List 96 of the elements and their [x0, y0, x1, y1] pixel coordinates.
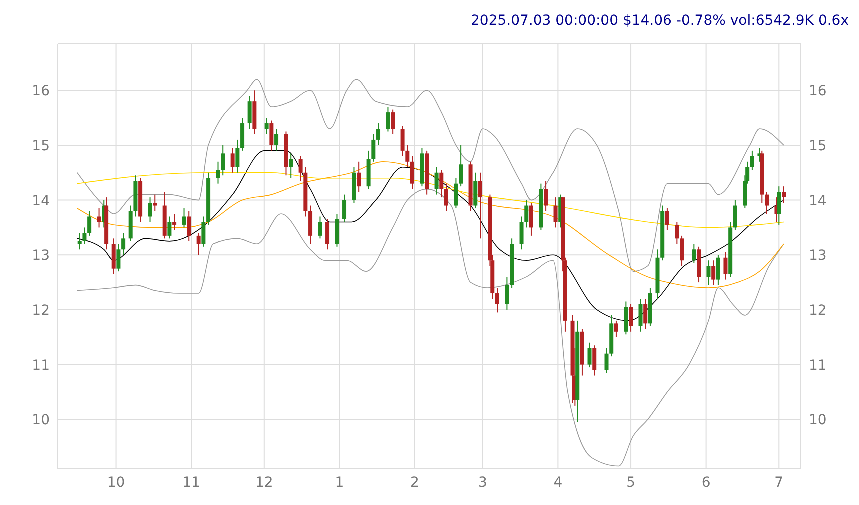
y2-tick-label: 12: [809, 302, 827, 319]
candlestick: [454, 178, 458, 210]
y2-tick-label: 16: [809, 84, 827, 100]
candlestick: [342, 194, 347, 223]
line-series: [77, 162, 784, 288]
candlestick: [78, 232, 82, 250]
candlestick: [444, 183, 448, 212]
candlestick: [196, 232, 201, 256]
candlestick: [168, 216, 172, 240]
candlestick: [765, 192, 770, 214]
candlestick: [264, 118, 269, 135]
candlestick: [148, 197, 152, 223]
candlestick: [733, 200, 738, 231]
candlestick: [706, 260, 711, 286]
candlestick: [782, 186, 786, 204]
line-series: [77, 188, 784, 467]
y2-tick-label: 15: [809, 138, 827, 154]
candlestick: [614, 320, 618, 338]
candlestick: [230, 148, 235, 174]
candlestick: [716, 254, 720, 286]
candlestick: [216, 161, 220, 184]
y-tick-label: 13: [32, 248, 50, 264]
candlestick: [495, 288, 500, 314]
candlestick: [544, 180, 548, 212]
candlestick: [221, 144, 226, 176]
x-tick-label: 11: [182, 474, 200, 491]
candlestick: [434, 166, 439, 196]
candlestick: [376, 123, 381, 146]
candlestick: [478, 172, 482, 240]
candlestick: [712, 260, 716, 286]
candlestick: [459, 144, 464, 188]
candlestick: [400, 126, 405, 157]
candlestick: [88, 210, 92, 236]
candlestick: [236, 139, 240, 174]
y-tick-label: 12: [32, 302, 50, 319]
candlestick: [187, 210, 192, 242]
candlestick: [529, 202, 534, 236]
candlestick: [318, 216, 322, 240]
candlestick: [638, 298, 643, 332]
line-series: [77, 172, 784, 228]
x-tick-label: 3: [478, 474, 488, 491]
candlestick: [692, 244, 696, 264]
y-tick-label: 14: [32, 193, 50, 210]
x-tick-label: 6: [702, 474, 711, 491]
candlestick: [274, 128, 279, 152]
candlestick: [410, 156, 415, 190]
y-tick-label: 16: [32, 84, 50, 100]
x-tick-label: 2: [410, 474, 420, 491]
candlestick: [440, 170, 444, 198]
x-tick-label: 10: [107, 474, 126, 491]
candlestick: [644, 298, 648, 330]
x-tick-label: 5: [626, 474, 636, 491]
candlestick: [629, 304, 634, 332]
candlestick: [386, 106, 390, 132]
y-tick-label: 11: [32, 358, 50, 374]
candlestick: [505, 276, 510, 310]
candlestick: [665, 208, 670, 231]
candlestick: [116, 244, 121, 272]
chart-title: 2025.07.03 00:00:00 $14.06 -0.78% vol:6542.9K 0.6x: [470, 12, 850, 31]
candlestick: [202, 216, 206, 248]
candlestick: [554, 197, 558, 228]
y2-tick-label: 14: [809, 193, 827, 210]
candlestick: [406, 144, 410, 168]
candlestick: [248, 96, 252, 130]
candlestick: [326, 218, 330, 250]
line-series: [77, 79, 784, 272]
candlestick: [680, 235, 684, 267]
candlestick: [289, 153, 294, 179]
candlestick: [675, 222, 680, 245]
candlestick: [750, 150, 754, 171]
candlestick: [122, 232, 126, 256]
y-tick-label: 15: [32, 138, 50, 154]
candlestick: [588, 342, 592, 368]
candlestick: [182, 208, 186, 228]
candlestick: [153, 194, 158, 212]
y2-tick-label: 10: [809, 412, 827, 429]
x-tick-label: 4: [554, 474, 563, 491]
x-tick-label: 7: [774, 474, 784, 491]
x-tick-label: 12: [255, 474, 274, 491]
candlestick: [82, 227, 87, 245]
candlestick: [372, 134, 376, 162]
candlestick: [298, 156, 303, 182]
y-tick-label: 10: [32, 412, 50, 429]
y2-tick-label: 13: [809, 248, 827, 264]
candlestick: [524, 200, 529, 228]
y2-tick-label: 11: [809, 358, 827, 374]
candlestick: [604, 348, 609, 374]
candlestick: [97, 208, 102, 228]
x-tick-label: 1: [335, 474, 344, 491]
candlestick: [270, 120, 274, 152]
candlestick: [391, 109, 396, 135]
candlestick: [172, 214, 177, 231]
candlestick: [357, 161, 362, 193]
candlestick: [520, 216, 524, 250]
candlestick: [724, 252, 728, 280]
candlestick: [592, 345, 597, 376]
